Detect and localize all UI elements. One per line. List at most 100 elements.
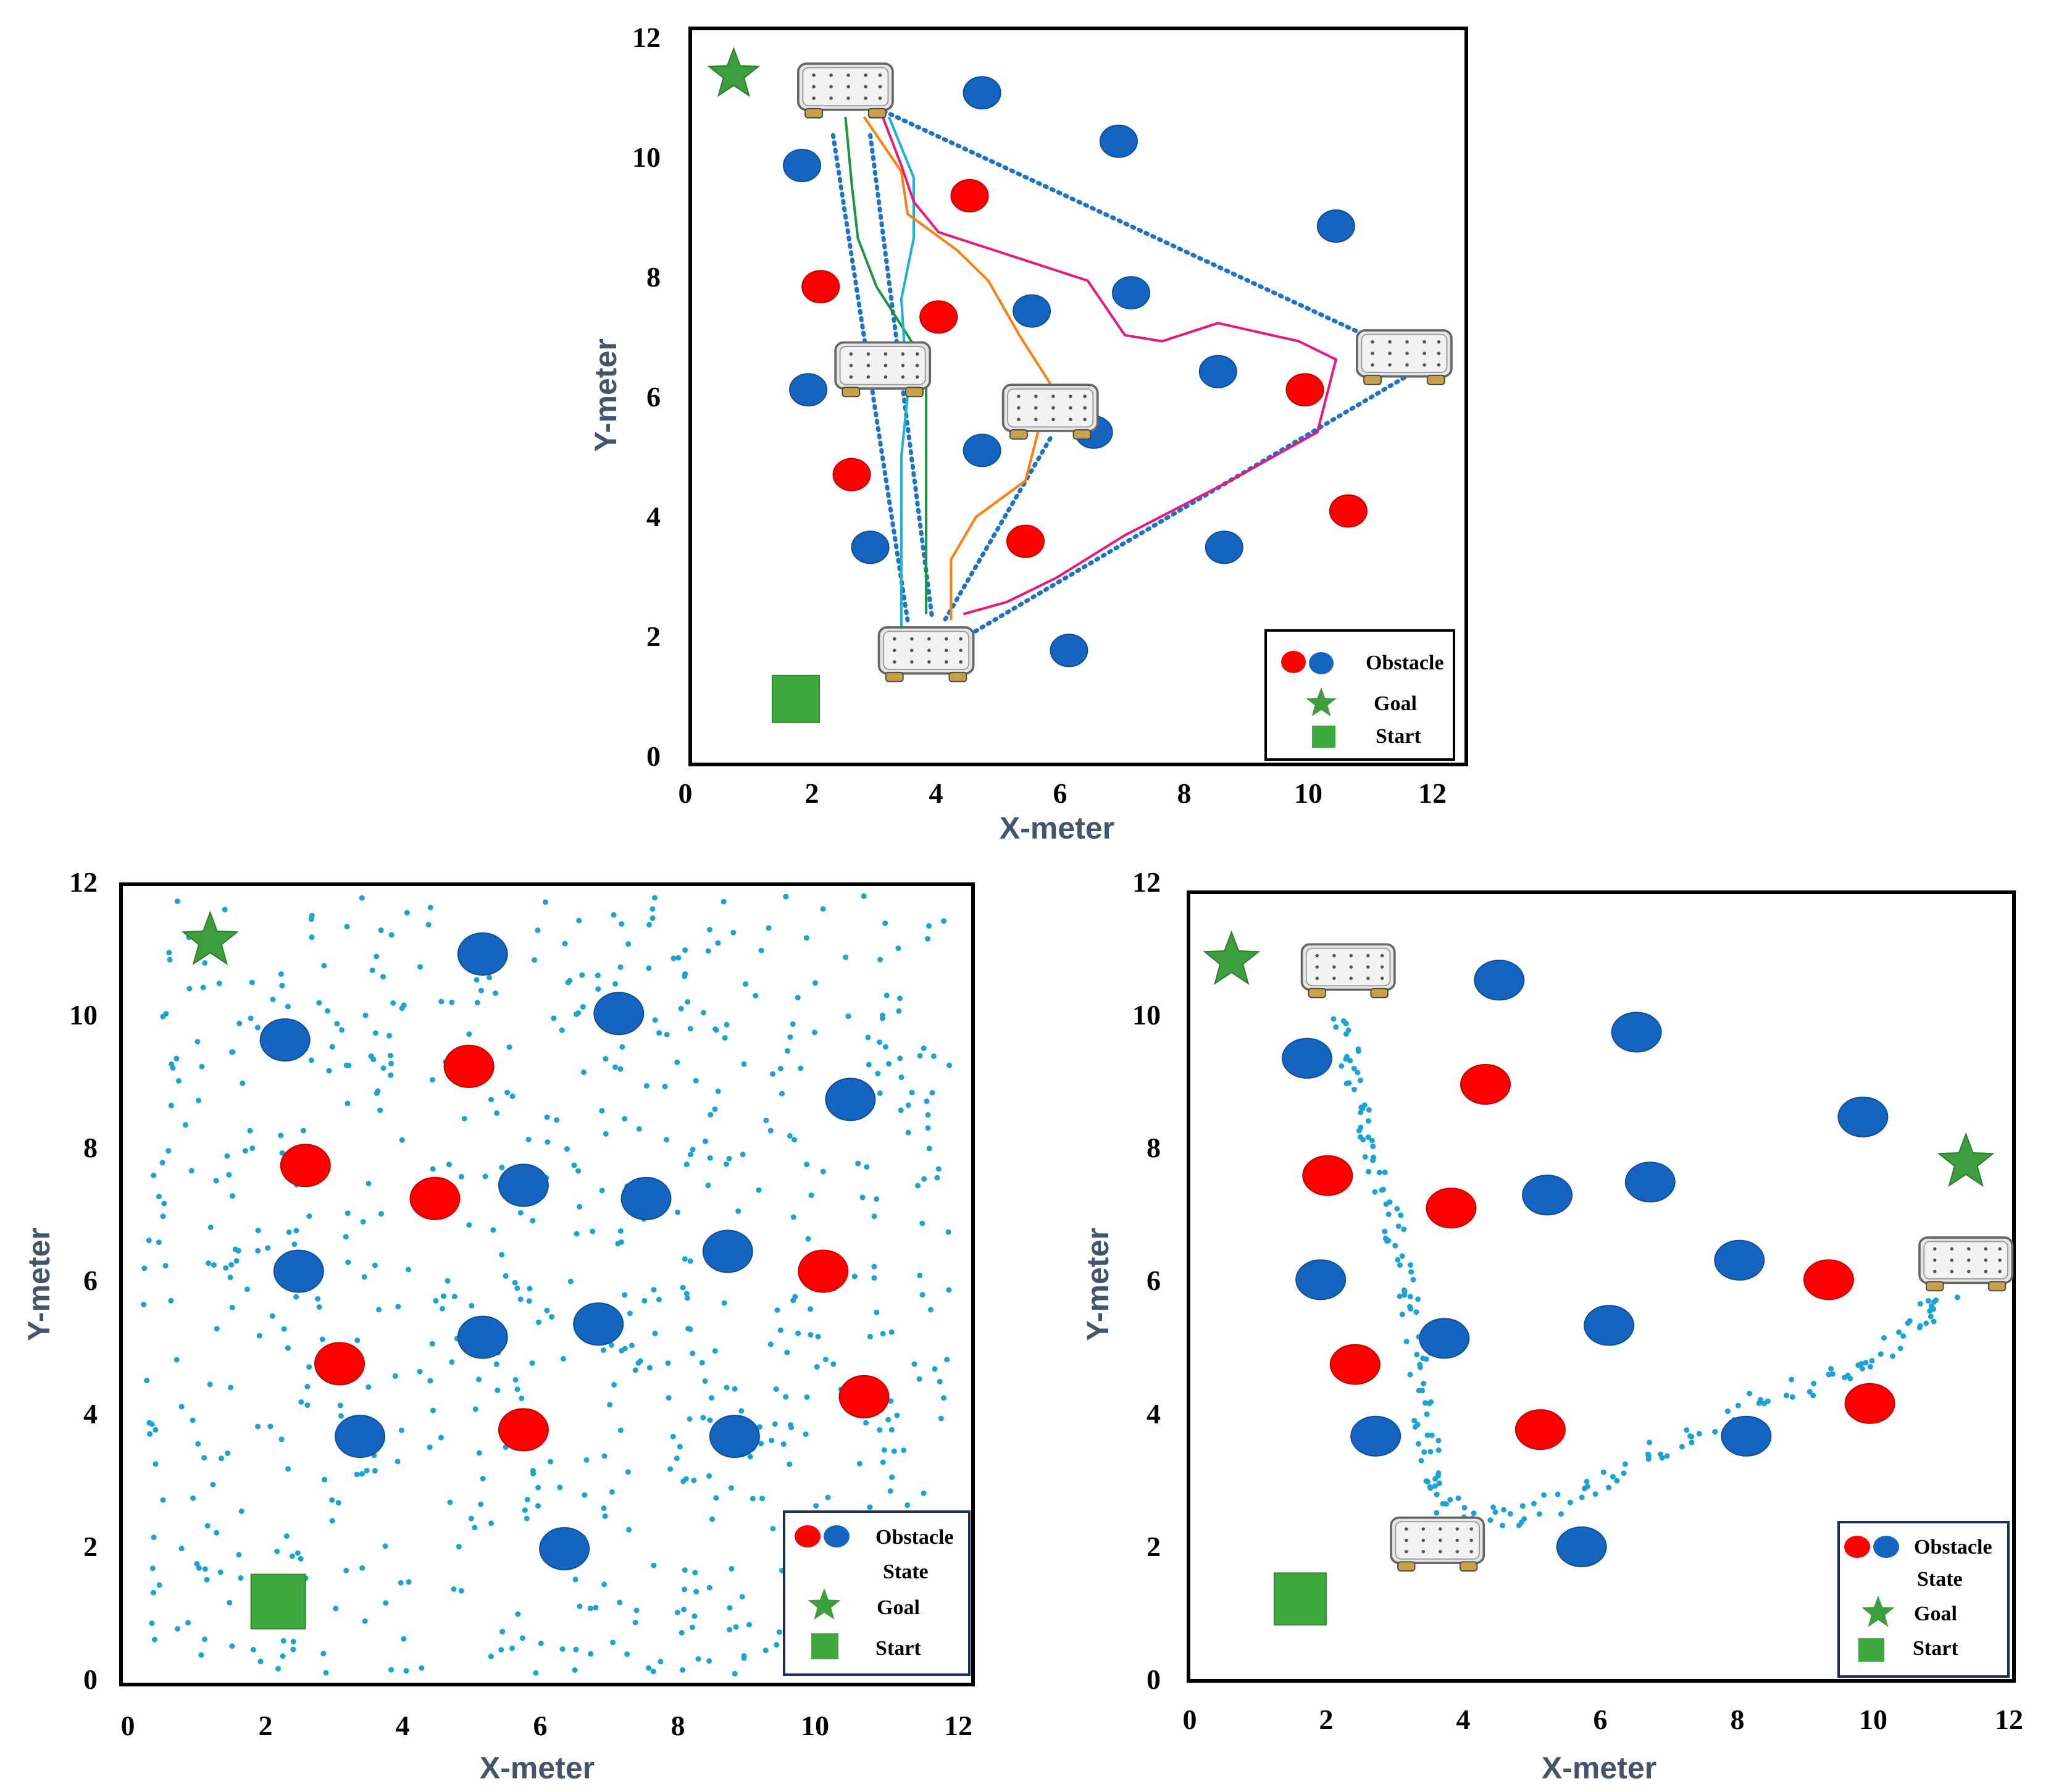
state-point [535, 927, 541, 933]
robot-icon [1300, 943, 1396, 999]
legend-obstacle-blue [824, 1525, 850, 1547]
x-axis-label: X-meter [480, 1751, 595, 1785]
x-tick-labels: 0 2 4 6 8 10 12 [121, 1710, 973, 1741]
state-point [200, 984, 206, 990]
state-point [1867, 1363, 1873, 1370]
state-point [618, 1239, 624, 1245]
state-point [1443, 1501, 1449, 1507]
red-obstacle [1006, 524, 1045, 558]
state-point [577, 1204, 583, 1210]
state-point [146, 1237, 152, 1244]
state-point [1828, 1366, 1834, 1371]
state-point [937, 1378, 943, 1384]
state-point [871, 1213, 877, 1220]
state-point [227, 1599, 233, 1606]
state-point [863, 1420, 869, 1426]
state-point [880, 1331, 886, 1337]
state-point [235, 1247, 241, 1254]
state-point [466, 1222, 472, 1228]
state-point [1435, 1438, 1442, 1444]
state-point [545, 1139, 551, 1145]
state-point [236, 1552, 242, 1558]
state-point [211, 1262, 217, 1268]
state-point [650, 906, 656, 912]
state-point [291, 1241, 298, 1247]
y-axis-label: Y-meter [22, 1228, 56, 1341]
state-point [199, 1063, 205, 1070]
x-tick: 10 [1859, 1704, 1887, 1735]
state-point [641, 1298, 648, 1304]
blue-obstacle [1584, 1305, 1635, 1346]
state-point [190, 1417, 196, 1423]
state-point [151, 1535, 157, 1541]
state-point [1434, 1491, 1440, 1497]
blue-obstacle [702, 1229, 753, 1273]
state-point [590, 1228, 596, 1234]
state-point [790, 1021, 796, 1027]
state-point [1811, 1381, 1817, 1386]
state-point [1356, 1128, 1362, 1134]
state-point [759, 1496, 765, 1502]
state-point [198, 1652, 204, 1658]
state-point [1600, 1469, 1606, 1475]
legend-obstacle-red [1844, 1536, 1870, 1558]
state-point [1432, 1483, 1439, 1489]
legend-label: Goal [1374, 692, 1417, 715]
state-point [664, 1137, 669, 1143]
state-point [701, 1010, 706, 1016]
state-point [430, 1166, 436, 1172]
state-point [149, 1565, 156, 1572]
state-point [323, 1670, 329, 1676]
state-point [495, 1387, 501, 1393]
state-point [622, 1116, 628, 1122]
state-point [354, 1472, 360, 1478]
state-point [636, 1126, 642, 1132]
state-point [229, 1304, 235, 1310]
state-point [228, 1262, 235, 1268]
state-point [182, 1122, 188, 1128]
legend-label: Goal [877, 1596, 920, 1619]
state-point [359, 895, 365, 901]
legend-obstacle-red [795, 1525, 821, 1547]
state-point [404, 910, 410, 916]
state-point [240, 1080, 246, 1086]
state-point [625, 1469, 631, 1475]
state-point [526, 1298, 532, 1304]
state-point [632, 1620, 638, 1625]
state-point [588, 1651, 594, 1657]
state-point [728, 1485, 734, 1491]
x-tick: 0 [121, 1710, 135, 1741]
state-point [522, 1507, 528, 1514]
state-point [378, 1211, 384, 1217]
blue-obstacle [1205, 530, 1243, 564]
dotted-path [868, 103, 1406, 356]
state-point [325, 1008, 330, 1014]
state-point [674, 1059, 680, 1065]
state-point [1415, 1441, 1421, 1447]
state-point [576, 918, 582, 924]
state-point [738, 1408, 745, 1414]
state-point [1366, 1107, 1372, 1113]
state-point [1455, 1495, 1461, 1501]
state-point [238, 1575, 244, 1581]
state-point [783, 894, 789, 900]
state-point [1369, 1137, 1375, 1144]
state-point [646, 1365, 653, 1371]
state-point [216, 981, 222, 987]
blue-obstacle [1198, 354, 1237, 388]
state-point [1858, 1361, 1865, 1367]
state-point [675, 955, 682, 961]
state-point [438, 999, 445, 1005]
state-point [715, 1088, 721, 1094]
state-point [814, 1364, 820, 1370]
state-point [1333, 1024, 1339, 1030]
state-point [925, 1125, 931, 1131]
state-point [1365, 1118, 1371, 1124]
blue-obstacle [1611, 1011, 1662, 1053]
bottom-right-chart: 0 2 4 6 8 10 12 0 2 4 6 8 10 12 X-meter … [1080, 866, 2023, 1785]
state-point [173, 1055, 180, 1061]
state-point [222, 906, 228, 913]
state-point [650, 1668, 656, 1675]
state-point [612, 981, 619, 987]
state-point [1789, 1394, 1795, 1400]
